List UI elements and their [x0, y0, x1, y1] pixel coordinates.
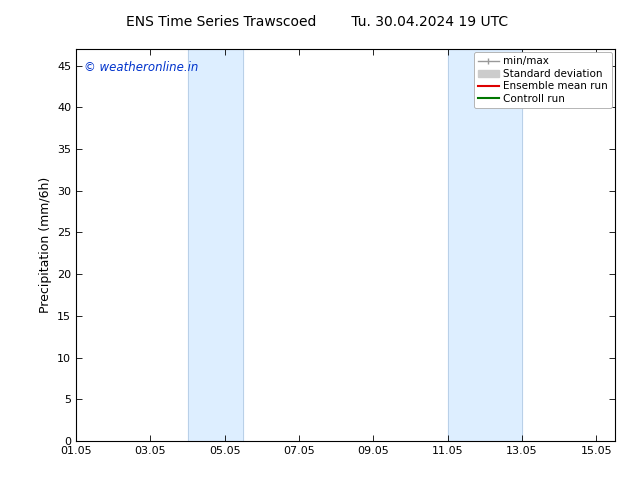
- Text: ENS Time Series Trawscoed        Tu. 30.04.2024 19 UTC: ENS Time Series Trawscoed Tu. 30.04.2024…: [126, 15, 508, 29]
- Y-axis label: Precipitation (mm/6h): Precipitation (mm/6h): [39, 177, 51, 313]
- Bar: [188, 49, 243, 441]
- Text: © weatheronline.in: © weatheronline.in: [84, 61, 198, 74]
- Bar: [448, 49, 522, 441]
- Legend: min/max, Standard deviation, Ensemble mean run, Controll run: min/max, Standard deviation, Ensemble me…: [474, 52, 612, 108]
